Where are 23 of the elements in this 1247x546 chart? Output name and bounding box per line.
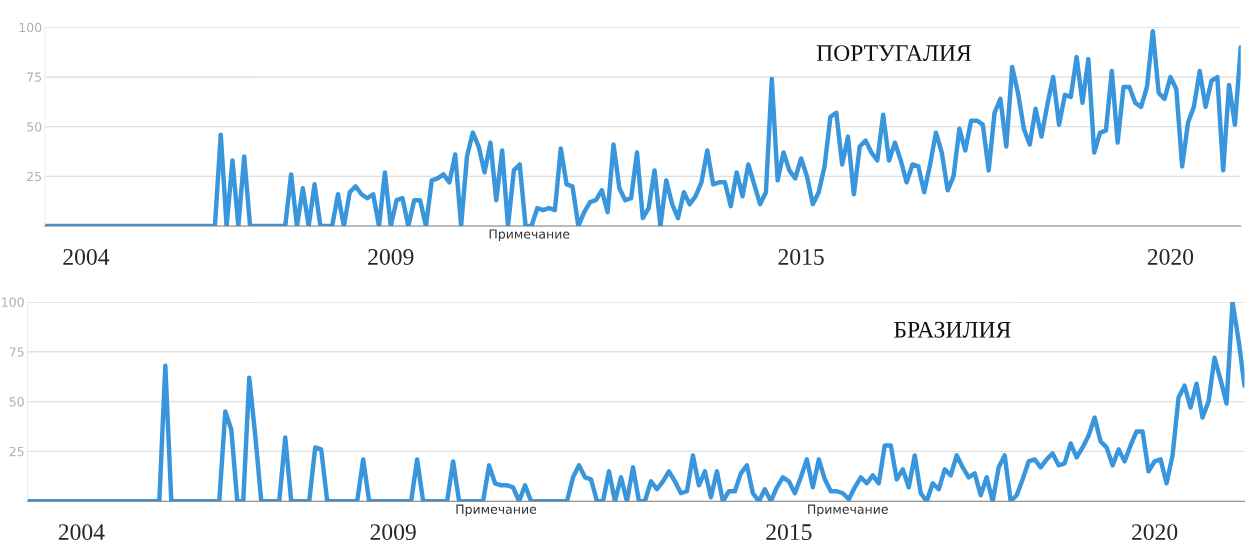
x-tick-label: 2004 — [58, 524, 105, 541]
line-series — [27, 301, 1245, 502]
y-tick-label: 100 — [2, 297, 24, 307]
x-tick-label: 2015 — [766, 524, 812, 541]
y-tick-label: 25 — [27, 171, 42, 182]
x-tick-label: 2015 — [778, 248, 824, 265]
text: БРАЗИЛИЯ — [894, 321, 1011, 338]
y-tick-label: 25 — [9, 446, 24, 457]
x-tick-label: 2009 — [370, 524, 416, 541]
y-tick-label: 75 — [27, 72, 42, 82]
line-series — [44, 29, 1241, 227]
y-tick-label: 100 — [19, 22, 42, 33]
text: ПОРТУГАЛИЯ — [816, 45, 972, 62]
y-tick-label: 50 — [9, 397, 24, 407]
x-tick-label: 2020 — [1132, 524, 1178, 541]
y-tick-label: 50 — [27, 122, 42, 132]
y-tick-label: 75 — [9, 347, 24, 357]
x-tick-label: 2004 — [63, 248, 110, 265]
text: Примечание — [808, 504, 888, 517]
x-tick-label: 2020 — [1147, 248, 1194, 265]
text: Примечание — [456, 504, 537, 517]
x-tick-label: 2009 — [368, 248, 414, 265]
text: Примечание — [489, 229, 570, 242]
